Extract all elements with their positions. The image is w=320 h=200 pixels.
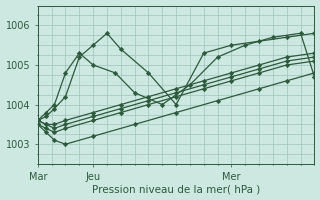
X-axis label: Pression niveau de la mer( hPa ): Pression niveau de la mer( hPa )	[92, 184, 260, 194]
